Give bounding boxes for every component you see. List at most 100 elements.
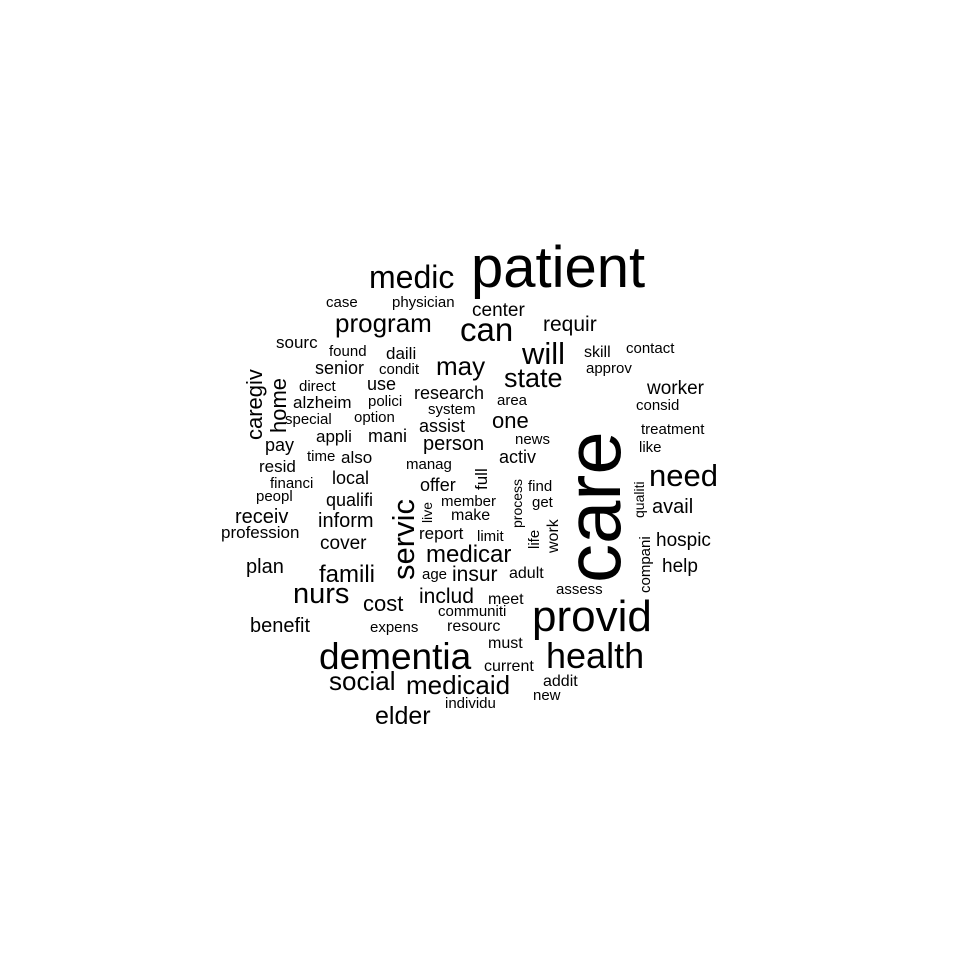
word-individu: individu [445, 695, 496, 712]
word-elder: elder [375, 702, 431, 730]
word-system: system [428, 401, 476, 418]
word-news: news [515, 431, 550, 448]
word-avail: avail [652, 496, 693, 518]
word-communiti: communiti [438, 603, 506, 620]
word-daili: daili [386, 344, 416, 363]
word-medic: medic [369, 259, 454, 295]
word-new: new [533, 687, 561, 704]
word-profession: profession [221, 523, 299, 542]
word-person: person [423, 433, 484, 455]
word-compani: compani [637, 536, 654, 593]
word-pay: pay [265, 435, 294, 455]
word-famili: famili [319, 561, 375, 588]
word-alzheim: alzheim [293, 393, 352, 412]
word-meet: meet [488, 591, 524, 608]
word-medicaid: medicaid [406, 670, 510, 700]
word-assist: assist [419, 416, 465, 436]
word-direct: direct [299, 378, 337, 395]
word-sourc: sourc [276, 333, 318, 352]
word-condit: condit [379, 361, 420, 378]
word-polici: polici [368, 393, 402, 410]
word-member: member [441, 493, 496, 510]
word-will: will [521, 336, 565, 371]
word-special: special [285, 411, 332, 428]
word-limit: limit [477, 528, 504, 545]
word-full: full [472, 468, 491, 490]
word-area: area [497, 392, 528, 409]
word-help: help [662, 556, 698, 577]
word-program: program [335, 308, 432, 338]
word-find: find [528, 478, 552, 495]
word-manag: manag [406, 456, 452, 473]
word-insur: insur [452, 563, 498, 586]
word-medicar: medicar [426, 541, 511, 568]
word-includ: includ [419, 585, 474, 608]
word-benefit: benefit [250, 615, 310, 637]
word-care: care [549, 431, 637, 583]
word-health: health [546, 635, 644, 676]
word-must: must [488, 635, 523, 652]
word-caregiv: caregiv [242, 369, 267, 440]
word-receiv: receiv [235, 506, 288, 528]
word-physician: physician [392, 294, 455, 311]
word-servic: servic [386, 499, 421, 580]
word-addit: addit [543, 673, 578, 690]
word-approv: approv [586, 360, 632, 377]
word-social: social [329, 666, 395, 696]
word-can: can [460, 311, 513, 348]
word-live: live [419, 502, 435, 523]
word-financi: financi [270, 475, 313, 492]
word-case: case [326, 294, 358, 311]
word-option: option [354, 409, 395, 426]
word-provid: provid [532, 592, 652, 641]
word-expens: expens [370, 619, 418, 636]
word-mani: mani [368, 426, 407, 446]
word-plan: plan [246, 556, 284, 578]
word-may: may [436, 351, 485, 381]
word-make: make [451, 507, 490, 524]
word-consid: consid [636, 397, 679, 414]
word-hospic: hospic [656, 530, 711, 551]
word-offer: offer [420, 475, 456, 495]
word-research: research [414, 383, 484, 403]
word-life: life [526, 530, 543, 549]
word-home: home [266, 378, 291, 433]
word-inform: inform [318, 510, 374, 532]
word-nurs: nurs [293, 578, 349, 610]
word-senior: senior [315, 358, 364, 378]
word-work: work [545, 518, 562, 554]
word-cost: cost [363, 591, 403, 616]
word-also: also [341, 448, 372, 467]
word-state: state [504, 363, 563, 393]
word-like: like [639, 439, 662, 456]
word-one: one [492, 408, 529, 433]
word-resourc: resourc [447, 618, 500, 635]
word-process: process [509, 479, 525, 528]
word-peopl: peopl [256, 488, 293, 505]
word-worker: worker [646, 378, 705, 399]
word-local: local [332, 468, 369, 488]
word-assess: assess [556, 581, 603, 598]
word-current: current [484, 658, 534, 675]
word-skill: skill [584, 344, 611, 361]
word-appli: appli [316, 427, 352, 446]
word-center: center [472, 300, 525, 321]
word-use: use [367, 374, 396, 394]
word-resid: resid [259, 457, 296, 476]
word-requir: requir [543, 313, 597, 336]
word-qualiti: qualiti [631, 481, 647, 518]
word-age: age [422, 566, 447, 583]
word-adult: adult [509, 565, 544, 582]
word-found: found [329, 343, 367, 360]
word-patient: patient [471, 235, 645, 300]
word-dementia: dementia [319, 636, 472, 677]
word-activ: activ [499, 447, 536, 467]
word-time: time [307, 448, 335, 465]
word-cover: cover [320, 533, 367, 554]
word-treatment: treatment [641, 421, 705, 438]
word-contact: contact [626, 340, 675, 357]
word-qualifi: qualifi [326, 490, 373, 510]
word-get: get [532, 494, 554, 511]
word-need: need [649, 458, 718, 493]
